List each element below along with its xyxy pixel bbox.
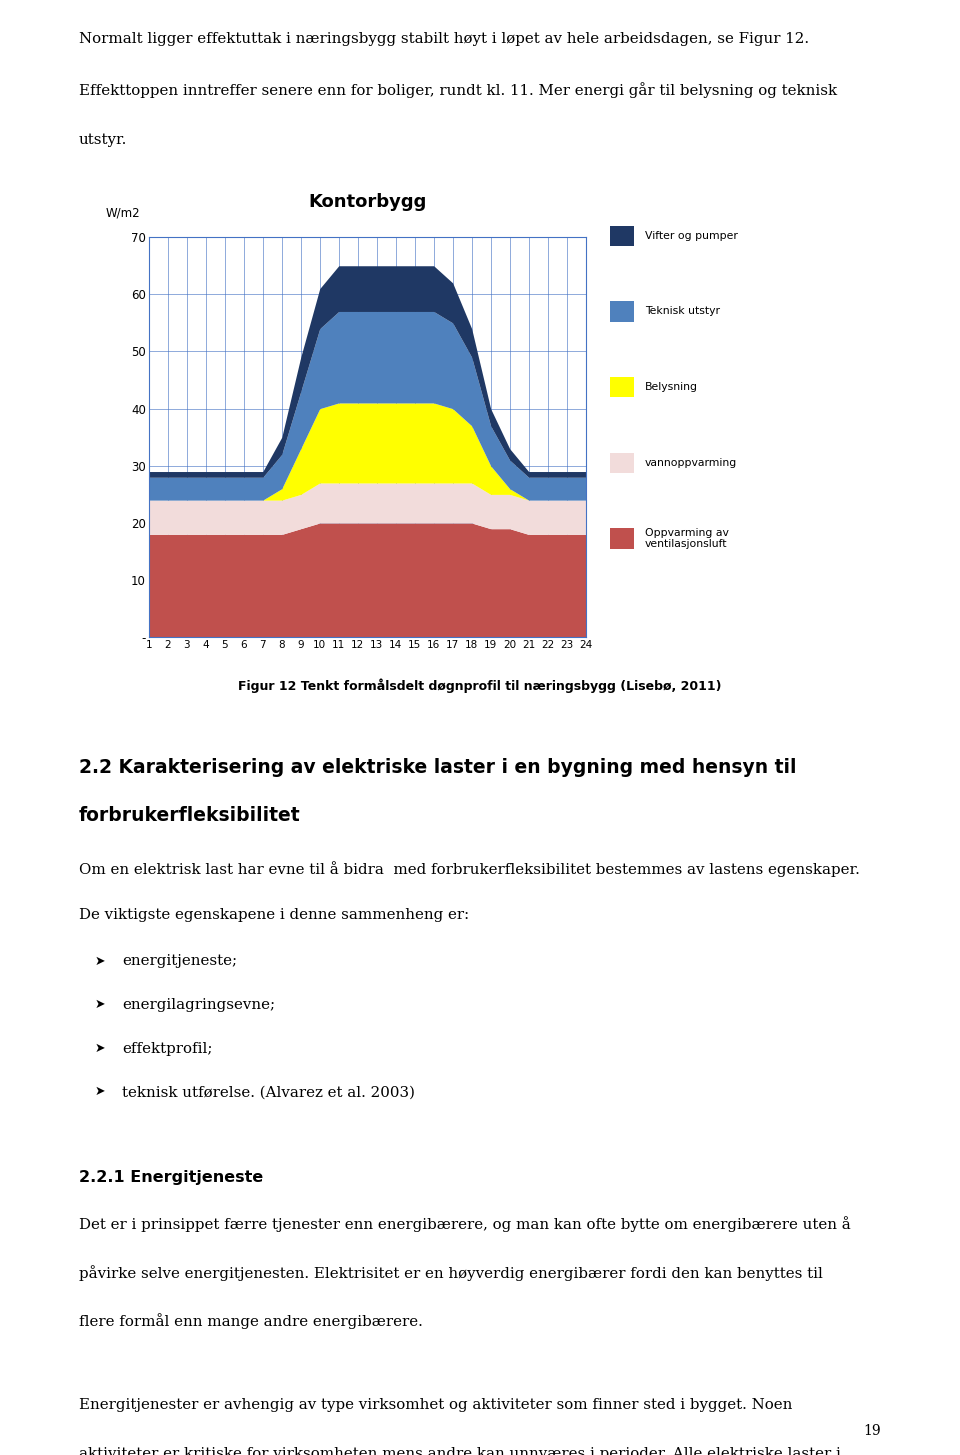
- Text: vannoppvarming: vannoppvarming: [645, 458, 737, 467]
- Text: Om en elektrisk last har evne til å bidra  med forbrukerfleksibilitet bestemmes : Om en elektrisk last har evne til å bidr…: [79, 861, 859, 877]
- Text: Oppvarming av
ventilasjonsluft: Oppvarming av ventilasjonsluft: [645, 528, 729, 549]
- Text: ➤: ➤: [95, 1042, 105, 1055]
- Text: energitjeneste;: energitjeneste;: [122, 954, 237, 969]
- Text: Energitjenester er avhengig av type virksomhet og aktiviteter som finner sted i : Energitjenester er avhengig av type virk…: [79, 1398, 792, 1413]
- Text: teknisk utførelse. (Alvarez et al. 2003): teknisk utførelse. (Alvarez et al. 2003): [122, 1085, 415, 1100]
- Text: Effekttoppen inntreffer senere enn for boliger, rundt kl. 11. Mer energi går til: Effekttoppen inntreffer senere enn for b…: [79, 83, 837, 99]
- Text: ➤: ➤: [95, 954, 105, 968]
- Text: De viktigste egenskapene i denne sammenheng er:: De viktigste egenskapene i denne sammenh…: [79, 908, 468, 922]
- Text: Kontorbygg: Kontorbygg: [308, 194, 426, 211]
- Text: Belysning: Belysning: [645, 383, 698, 391]
- Text: Normalt ligger effektuttak i næringsbygg stabilt høyt i løpet av hele arbeidsdag: Normalt ligger effektuttak i næringsbygg…: [79, 32, 809, 47]
- Text: forbrukerfleksibilitet: forbrukerfleksibilitet: [79, 806, 300, 825]
- Text: W/m2: W/m2: [106, 207, 140, 220]
- Text: Figur 12 Tenkt formålsdelt døgnprofil til næringsbygg (Lisebø, 2011): Figur 12 Tenkt formålsdelt døgnprofil ti…: [238, 678, 722, 693]
- Text: Det er i prinsippet færre tjenester enn energibærere, og man kan ofte bytte om e: Det er i prinsippet færre tjenester enn …: [79, 1216, 851, 1232]
- Text: Vifter og pumper: Vifter og pumper: [645, 231, 738, 240]
- Text: utstyr.: utstyr.: [79, 132, 127, 147]
- Text: ➤: ➤: [95, 998, 105, 1011]
- Text: 19: 19: [864, 1423, 881, 1438]
- Text: påvirke selve energitjenesten. Elektrisitet er en høyverdig energibærer fordi de: påvirke selve energitjenesten. Elektrisi…: [79, 1264, 823, 1280]
- Text: 2.2.1 Energitjeneste: 2.2.1 Energitjeneste: [79, 1170, 263, 1184]
- Text: ➤: ➤: [95, 1085, 105, 1099]
- Text: aktiviteter er kritiske for virksomheten mens andre kan unnværes i perioder. All: aktiviteter er kritiske for virksomheten…: [79, 1446, 841, 1455]
- Text: flere formål enn mange andre energibærere.: flere formål enn mange andre energibærer…: [79, 1314, 422, 1330]
- Text: energilagringsevne;: energilagringsevne;: [122, 998, 276, 1013]
- Text: effektprofil;: effektprofil;: [122, 1042, 212, 1056]
- Text: Teknisk utstyr: Teknisk utstyr: [645, 307, 720, 316]
- Text: 2.2 Karakterisering av elektriske laster i en bygning med hensyn til: 2.2 Karakterisering av elektriske laster…: [79, 758, 796, 777]
